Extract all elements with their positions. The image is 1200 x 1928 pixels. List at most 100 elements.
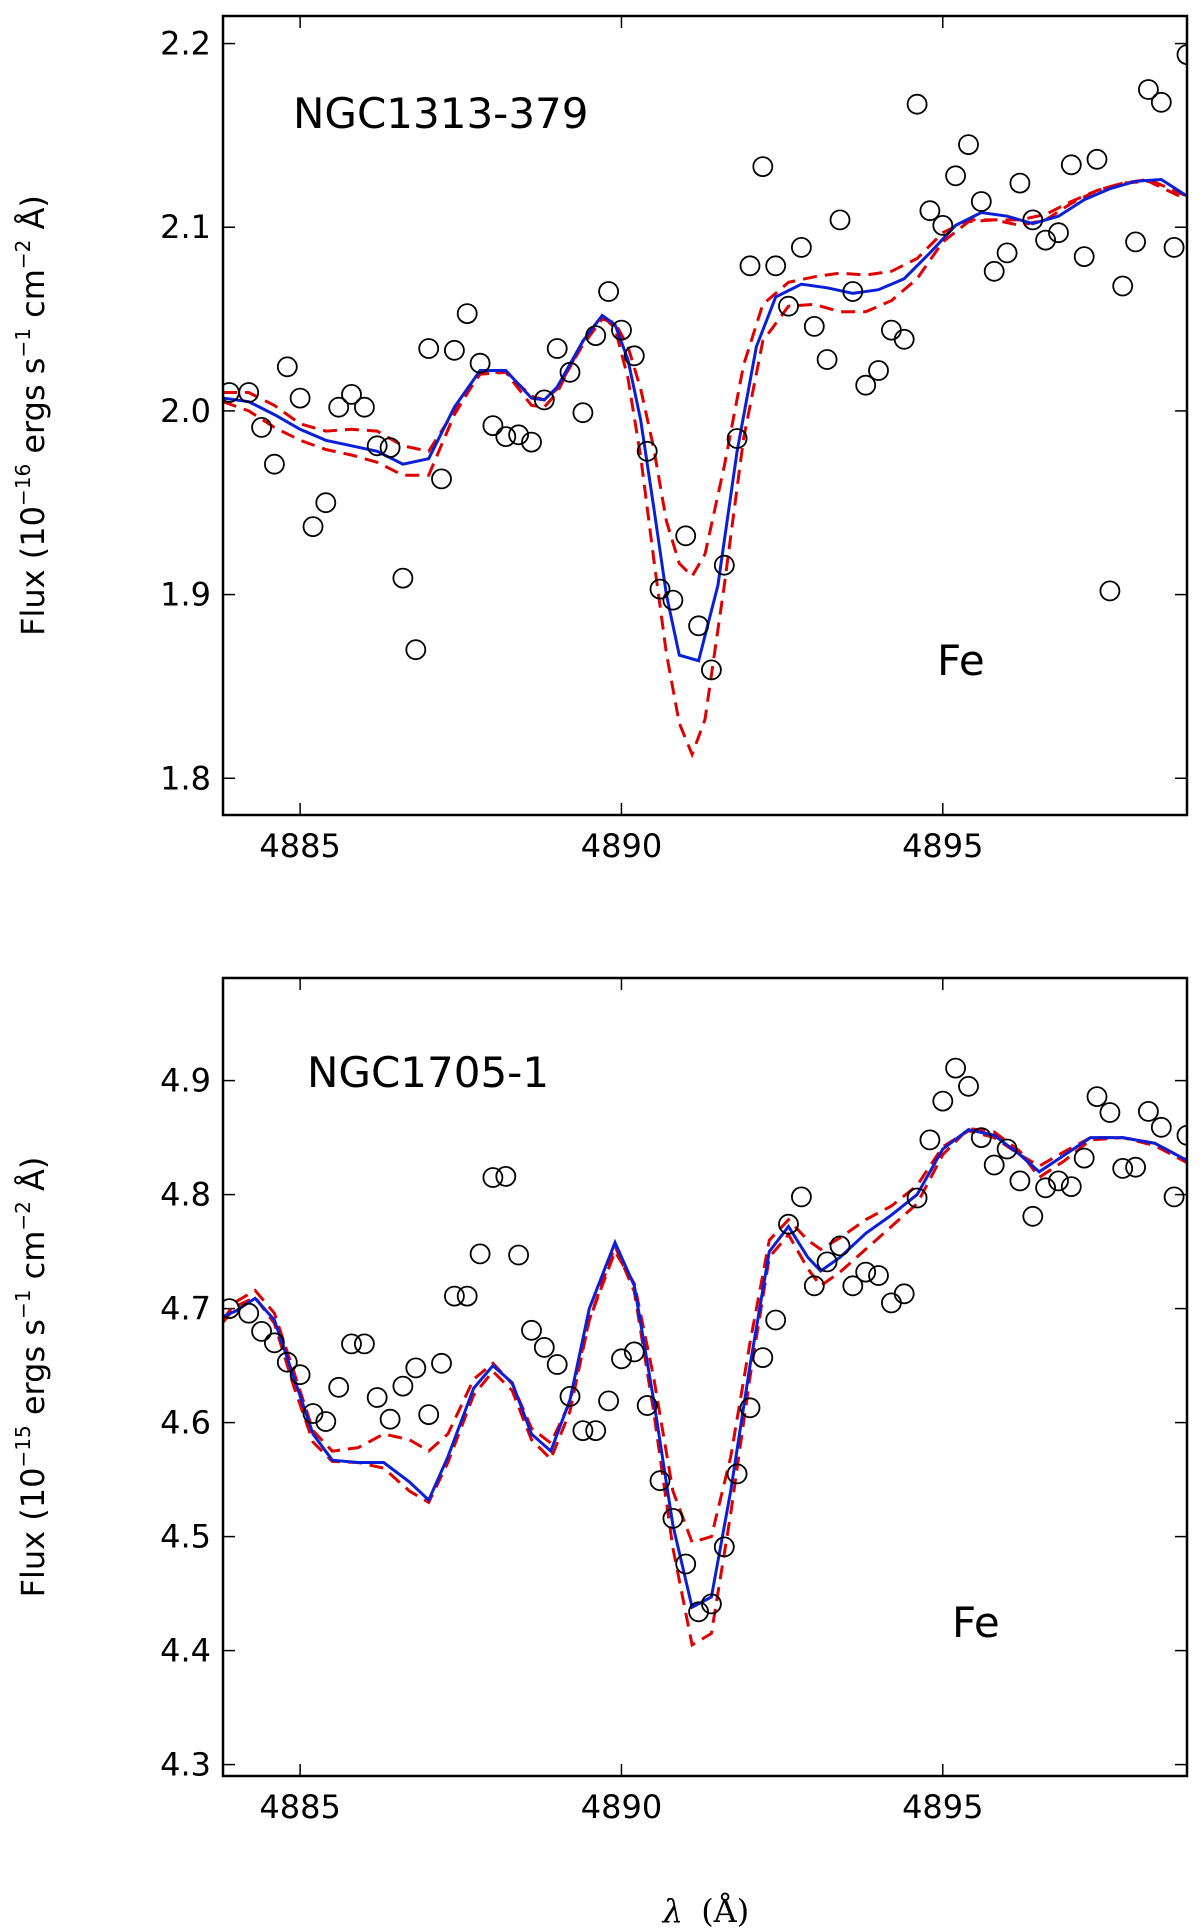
data-point bbox=[418, 1404, 440, 1425]
y-axis-label-exponent: −2 bbox=[11, 240, 35, 269]
data-point bbox=[713, 554, 735, 576]
data-point bbox=[1176, 44, 1187, 65]
data-point bbox=[1073, 1147, 1095, 1169]
y-axis-label-text: Å) bbox=[14, 195, 52, 240]
y-axis-label-exponent: −15 bbox=[11, 1425, 35, 1467]
y-tick-label: 4.5 bbox=[160, 1518, 211, 1556]
data-point bbox=[521, 1319, 542, 1341]
data-point bbox=[559, 1386, 581, 1407]
data-point bbox=[469, 1243, 491, 1265]
y-axis-label-exponent: −16 bbox=[11, 464, 35, 506]
model-lower-line bbox=[223, 179, 1187, 759]
data-point bbox=[688, 615, 709, 637]
data-point bbox=[238, 1302, 260, 1324]
data-point bbox=[251, 416, 273, 438]
data-point bbox=[315, 492, 337, 514]
y-tick-label: 4.6 bbox=[160, 1404, 211, 1442]
data-point bbox=[598, 281, 619, 302]
x-axis-label-symbol: λ bbox=[661, 1892, 683, 1928]
data-point bbox=[328, 1376, 350, 1398]
data-point bbox=[1086, 1086, 1108, 1107]
data-point bbox=[431, 1352, 452, 1374]
data-point bbox=[598, 1390, 619, 1412]
data-point bbox=[983, 1154, 1005, 1176]
y-axis-label: Flux (10−16 ergs s−1 cm−2 Å) bbox=[11, 195, 52, 636]
y-tick-label: 4.3 bbox=[160, 1746, 211, 1784]
data-point bbox=[868, 360, 889, 381]
data-point bbox=[855, 374, 877, 396]
data-point bbox=[353, 396, 375, 418]
model-upper-line bbox=[223, 1129, 1187, 1545]
data-point bbox=[533, 1337, 555, 1358]
data-point bbox=[996, 242, 1018, 264]
data-point bbox=[970, 191, 992, 212]
data-point bbox=[919, 200, 941, 222]
data-point bbox=[726, 1463, 748, 1485]
data-point bbox=[546, 338, 568, 359]
data-point bbox=[263, 1332, 285, 1354]
data-point bbox=[585, 1420, 607, 1441]
data-point bbox=[662, 1508, 684, 1529]
x-tick-label: 4895 bbox=[902, 1788, 983, 1826]
data-point bbox=[739, 255, 761, 277]
plot-area bbox=[223, 1057, 1187, 1648]
data-point bbox=[701, 1593, 722, 1615]
element-label: Fe bbox=[952, 1598, 1000, 1647]
data-point bbox=[328, 396, 350, 418]
data-point bbox=[251, 1321, 273, 1342]
data-point bbox=[521, 431, 542, 453]
y-axis-label-exponent: −1 bbox=[11, 1290, 35, 1319]
data-point bbox=[1035, 1177, 1056, 1199]
data-point bbox=[803, 315, 825, 337]
data-point bbox=[341, 1333, 362, 1355]
x-axis-label: λ (Å) bbox=[661, 1892, 750, 1928]
bottom-panel: 4885 4890 4895 4.3 4.4 4.5 4.6 4.7 4.8 4.9 NGC1705… bbox=[11, 976, 1189, 1826]
y-tick-label: 2.0 bbox=[160, 392, 211, 430]
data-point bbox=[585, 325, 607, 347]
data-point bbox=[1086, 148, 1108, 170]
data-point bbox=[675, 1553, 697, 1575]
data-point bbox=[958, 134, 979, 156]
data-point bbox=[1022, 209, 1044, 231]
y-axis-label-text: cm bbox=[14, 1231, 52, 1290]
x-tick-label: 4895 bbox=[902, 827, 983, 865]
y-axis-label-text: ergs s bbox=[14, 1319, 52, 1425]
data-point bbox=[392, 567, 414, 589]
data-point bbox=[842, 1275, 864, 1297]
data-point bbox=[945, 1057, 966, 1079]
data-point bbox=[559, 361, 581, 383]
data-point bbox=[1125, 231, 1146, 253]
data-point bbox=[431, 468, 452, 490]
data-point bbox=[289, 1364, 311, 1386]
data-point bbox=[379, 437, 401, 459]
y-tick-label: 1.8 bbox=[160, 759, 211, 797]
data-point bbox=[1009, 1170, 1031, 1192]
data-point bbox=[906, 93, 928, 115]
data-point bbox=[778, 1213, 799, 1235]
axes-frame bbox=[221, 14, 1189, 817]
data-point bbox=[495, 426, 517, 448]
data-point bbox=[636, 1395, 658, 1416]
model-line bbox=[223, 1127, 1187, 1610]
x-axis-label-unit: (Å) bbox=[701, 1892, 749, 1928]
y-axis-label-exponent: −1 bbox=[11, 328, 35, 357]
data-point bbox=[482, 415, 504, 437]
data-point bbox=[970, 1127, 992, 1148]
x-tick-label: 4885 bbox=[259, 1788, 340, 1826]
data-point bbox=[405, 1357, 427, 1379]
data-point bbox=[701, 659, 722, 681]
object-label: NGC1313-379 bbox=[293, 89, 589, 138]
data-point bbox=[752, 1347, 774, 1368]
data-point bbox=[1163, 1186, 1185, 1208]
y-tick-label: 4.9 bbox=[160, 1062, 211, 1100]
data-point bbox=[958, 1075, 979, 1097]
data-point bbox=[1163, 236, 1185, 258]
data-point bbox=[983, 260, 1005, 282]
data-point bbox=[302, 516, 324, 537]
data-point bbox=[932, 214, 954, 236]
y-tick-label: 4.4 bbox=[160, 1632, 211, 1670]
data-point bbox=[803, 1275, 825, 1297]
data-point bbox=[508, 424, 529, 446]
data-point bbox=[649, 1470, 671, 1492]
data-point bbox=[611, 1348, 632, 1370]
